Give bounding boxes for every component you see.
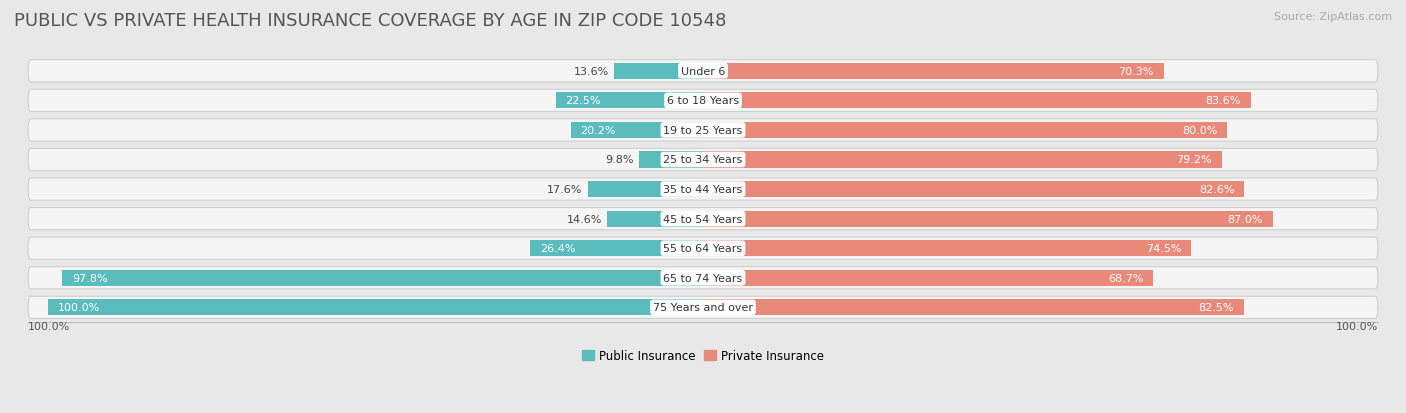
Bar	[703, 299, 1243, 316]
Text: 82.6%: 82.6%	[1199, 185, 1234, 195]
Text: 79.2%: 79.2%	[1177, 155, 1212, 165]
Bar	[703, 93, 1251, 109]
Text: 83.6%: 83.6%	[1205, 96, 1241, 106]
FancyBboxPatch shape	[28, 237, 1378, 260]
Bar	[588, 181, 703, 198]
Text: PUBLIC VS PRIVATE HEALTH INSURANCE COVERAGE BY AGE IN ZIP CODE 10548: PUBLIC VS PRIVATE HEALTH INSURANCE COVER…	[14, 12, 727, 30]
FancyBboxPatch shape	[28, 61, 1378, 83]
Bar	[703, 123, 1227, 139]
FancyBboxPatch shape	[28, 267, 1378, 289]
Bar	[703, 152, 1222, 168]
Bar	[571, 123, 703, 139]
Text: 65 to 74 Years: 65 to 74 Years	[664, 273, 742, 283]
Text: 17.6%: 17.6%	[547, 185, 582, 195]
Bar	[703, 211, 1272, 227]
Text: 14.6%: 14.6%	[567, 214, 602, 224]
Text: 6 to 18 Years: 6 to 18 Years	[666, 96, 740, 106]
Text: 55 to 64 Years: 55 to 64 Years	[664, 244, 742, 254]
Text: 20.2%: 20.2%	[581, 126, 616, 135]
FancyBboxPatch shape	[28, 297, 1378, 319]
Text: 26.4%: 26.4%	[540, 244, 575, 254]
Bar	[530, 240, 703, 257]
Text: 100.0%: 100.0%	[1336, 321, 1378, 331]
Text: 100.0%: 100.0%	[28, 321, 70, 331]
Legend: Public Insurance, Private Insurance: Public Insurance, Private Insurance	[578, 345, 828, 367]
FancyBboxPatch shape	[28, 178, 1378, 201]
Text: Under 6: Under 6	[681, 66, 725, 76]
Text: 45 to 54 Years: 45 to 54 Years	[664, 214, 742, 224]
Text: Source: ZipAtlas.com: Source: ZipAtlas.com	[1274, 12, 1392, 22]
Text: 80.0%: 80.0%	[1182, 126, 1218, 135]
Bar	[614, 64, 703, 80]
Bar	[703, 270, 1153, 286]
Text: 100.0%: 100.0%	[58, 303, 100, 313]
Bar	[703, 240, 1191, 257]
Bar	[703, 181, 1244, 198]
Bar	[62, 270, 703, 286]
Bar	[607, 211, 703, 227]
Text: 75 Years and over: 75 Years and over	[652, 303, 754, 313]
Text: 70.3%: 70.3%	[1118, 66, 1154, 76]
Text: 25 to 34 Years: 25 to 34 Years	[664, 155, 742, 165]
Text: 68.7%: 68.7%	[1108, 273, 1143, 283]
FancyBboxPatch shape	[28, 119, 1378, 142]
Text: 97.8%: 97.8%	[72, 273, 108, 283]
Text: 82.5%: 82.5%	[1198, 303, 1233, 313]
Text: 13.6%: 13.6%	[574, 66, 609, 76]
Text: 9.8%: 9.8%	[605, 155, 634, 165]
Bar	[703, 64, 1164, 80]
FancyBboxPatch shape	[28, 149, 1378, 171]
Bar	[555, 93, 703, 109]
Text: 35 to 44 Years: 35 to 44 Years	[664, 185, 742, 195]
Text: 74.5%: 74.5%	[1146, 244, 1181, 254]
Text: 19 to 25 Years: 19 to 25 Years	[664, 126, 742, 135]
FancyBboxPatch shape	[28, 90, 1378, 112]
FancyBboxPatch shape	[28, 208, 1378, 230]
Text: 22.5%: 22.5%	[565, 96, 600, 106]
Text: 87.0%: 87.0%	[1227, 214, 1263, 224]
Bar	[638, 152, 703, 168]
Bar	[48, 299, 703, 316]
